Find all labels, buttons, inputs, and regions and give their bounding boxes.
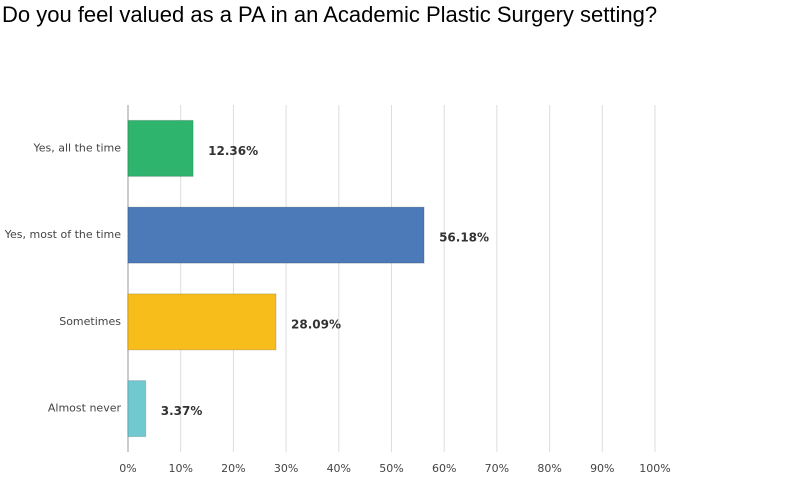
y-tick-label: Almost never (48, 402, 122, 415)
value-label: 12.36% (208, 144, 258, 158)
value-label: 28.09% (291, 317, 341, 331)
value-label: 3.37% (161, 404, 203, 418)
x-tick-label: 60% (432, 462, 456, 475)
value-label: 56.18% (439, 231, 489, 245)
x-tick-label: 50% (379, 462, 403, 475)
bar (127, 380, 147, 438)
bar (127, 206, 425, 264)
x-tick-label: 30% (274, 462, 298, 475)
x-tick-label: 90% (590, 462, 614, 475)
x-tick-label: 70% (485, 462, 509, 475)
bar (127, 293, 277, 351)
chart-title: Do you feel valued as a PA in an Academi… (2, 2, 657, 27)
y-tick-label: Yes, most of the time (4, 228, 121, 241)
x-tick-label: 80% (537, 462, 561, 475)
bar (127, 119, 194, 177)
x-tick-label: 20% (221, 462, 245, 475)
x-tick-label: 40% (327, 462, 351, 475)
y-tick-label: Yes, all the time (32, 141, 121, 154)
x-tick-label: 10% (168, 462, 192, 475)
x-tick-label: 0% (119, 462, 136, 475)
y-tick-label: Sometimes (59, 315, 121, 328)
x-tick-label: 100% (639, 462, 670, 475)
